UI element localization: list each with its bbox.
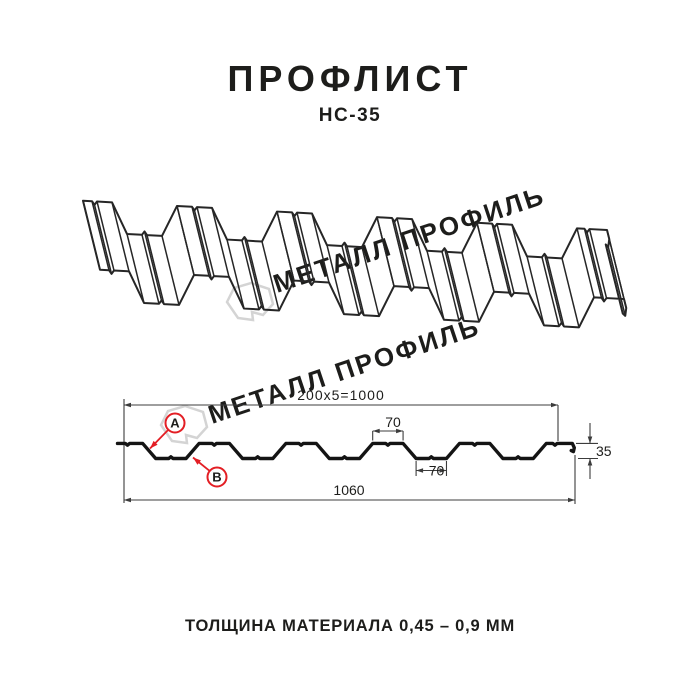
profile-3d-body (83, 200, 627, 328)
dim-working-width-label: 200x5=1000 (297, 387, 384, 403)
metall-profil-logo-icon (159, 404, 209, 445)
dim-rib-bottom-label: 70 (429, 463, 445, 479)
material-thickness-label: ТОЛЩИНА МАТЕРИАЛА 0,45 – 0,9 ММ (184, 617, 515, 635)
cross-section-drawing (115, 399, 598, 504)
page-title: ПРОФЛИСТ (227, 58, 473, 99)
dim-rib-top-label: 70 (385, 414, 401, 430)
callouts: А В (149, 412, 228, 488)
profile-3d-lines (82, 199, 628, 329)
callout-b-label: В (212, 470, 221, 485)
dim-height-label: 35 (596, 443, 612, 459)
watermark-cross-section: МЕТАЛЛ ПРОФИЛЬ (159, 311, 484, 445)
profile-model-label: НС-35 (318, 105, 382, 126)
callout-a-label: А (170, 416, 180, 431)
dim-total-width-label: 1060 (333, 482, 364, 498)
watermark-text: МЕТАЛЛ ПРОФИЛЬ (204, 311, 484, 430)
dimension-labels: 200x5=1000 70 70 35 1060 (297, 387, 612, 498)
